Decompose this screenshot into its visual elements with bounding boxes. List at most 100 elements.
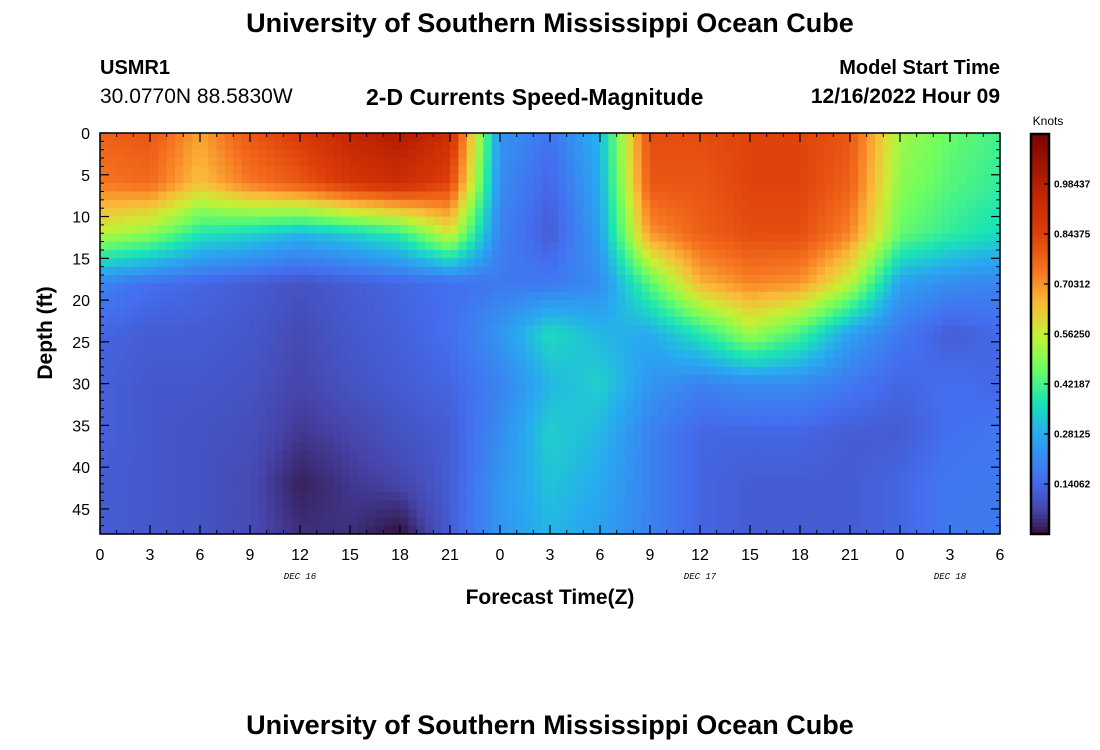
heat-cell bbox=[700, 417, 709, 426]
heat-cell bbox=[558, 417, 568, 426]
heat-cell bbox=[825, 275, 834, 284]
heat-cell bbox=[558, 191, 568, 201]
heat-cell bbox=[433, 417, 443, 426]
heat-cell bbox=[750, 483, 759, 493]
heat-cell bbox=[150, 183, 159, 193]
heat-cell bbox=[758, 133, 768, 142]
heat-cell bbox=[258, 425, 268, 435]
heat-cell bbox=[533, 400, 543, 410]
heat-cell bbox=[791, 283, 801, 293]
heat-cell bbox=[900, 508, 909, 518]
heat-cell bbox=[441, 408, 451, 418]
heat-cell bbox=[166, 241, 176, 251]
heat-cell bbox=[491, 383, 501, 393]
heat-cell bbox=[983, 333, 993, 343]
heat-cell bbox=[908, 350, 918, 360]
heat-cell bbox=[241, 216, 251, 226]
heat-cell bbox=[366, 333, 376, 343]
heat-cell bbox=[258, 408, 268, 418]
heat-cell bbox=[458, 249, 468, 259]
heat-cell bbox=[983, 158, 993, 168]
heat-cell bbox=[633, 316, 643, 326]
heat-cell bbox=[208, 366, 218, 376]
heat-cell bbox=[500, 341, 509, 351]
heat-cell bbox=[916, 158, 926, 168]
heat-cell bbox=[958, 300, 968, 310]
heat-cell bbox=[625, 417, 634, 426]
heat-cell bbox=[416, 442, 426, 452]
heat-cell bbox=[983, 141, 993, 151]
heat-cell bbox=[733, 233, 743, 243]
heat-cell bbox=[216, 308, 226, 318]
heat-cell bbox=[716, 341, 726, 351]
heat-cell bbox=[741, 133, 751, 142]
heat-cell bbox=[975, 199, 984, 209]
heat-cell bbox=[808, 133, 818, 142]
heat-cell bbox=[275, 316, 284, 326]
heat-cell bbox=[283, 467, 293, 477]
heat-cell bbox=[350, 492, 359, 502]
heat-cell bbox=[766, 467, 776, 477]
heat-cell bbox=[725, 475, 734, 485]
heat-cell bbox=[241, 408, 251, 418]
heat-cell bbox=[141, 283, 151, 293]
heat-cell bbox=[841, 166, 851, 176]
heat-cell bbox=[641, 133, 651, 142]
heat-cell bbox=[308, 224, 318, 234]
heat-cell bbox=[816, 249, 826, 259]
heat-cell bbox=[933, 475, 943, 485]
heat-cell bbox=[650, 275, 659, 284]
heat-cell bbox=[850, 149, 859, 159]
heat-cell bbox=[600, 149, 609, 159]
heat-cell bbox=[800, 249, 809, 259]
heat-cell bbox=[975, 383, 984, 393]
heat-cell bbox=[825, 442, 834, 452]
heat-cell bbox=[641, 375, 651, 385]
heat-cell bbox=[216, 341, 226, 351]
heat-cell bbox=[758, 467, 768, 477]
heat-cell bbox=[158, 158, 168, 168]
heat-cell bbox=[808, 483, 818, 493]
heat-cell bbox=[291, 208, 301, 218]
heat-cell bbox=[616, 158, 626, 168]
heat-cell bbox=[725, 341, 734, 351]
heat-cell bbox=[891, 308, 901, 318]
heat-cell bbox=[691, 275, 701, 284]
heat-cell bbox=[950, 458, 959, 468]
heat-cell bbox=[183, 174, 193, 184]
heat-cell bbox=[808, 450, 818, 460]
heat-cell bbox=[366, 141, 376, 151]
heat-cell bbox=[916, 508, 926, 518]
heat-cell bbox=[216, 475, 226, 485]
heat-cell bbox=[225, 475, 234, 485]
heat-cell bbox=[291, 216, 301, 226]
heat-cell bbox=[825, 358, 834, 368]
heat-cell bbox=[516, 450, 526, 460]
heat-cell bbox=[450, 508, 459, 518]
heat-cell bbox=[391, 425, 401, 435]
heat-cell bbox=[258, 308, 268, 318]
heat-cell bbox=[933, 133, 943, 142]
heat-cell bbox=[658, 467, 668, 477]
heat-cell bbox=[116, 166, 126, 176]
heat-cell bbox=[350, 216, 359, 226]
heat-cell bbox=[491, 275, 501, 284]
heat-cell bbox=[775, 275, 784, 284]
heat-cell bbox=[566, 258, 576, 268]
heat-cell bbox=[566, 425, 576, 435]
heat-cell bbox=[291, 149, 301, 159]
heat-cell bbox=[800, 341, 809, 351]
heat-cell bbox=[133, 425, 143, 435]
heat-cell bbox=[158, 492, 168, 502]
heat-cell bbox=[608, 417, 618, 426]
heat-cell bbox=[841, 391, 851, 401]
heat-cell bbox=[616, 283, 626, 293]
heat-cell bbox=[641, 316, 651, 326]
heat-cell bbox=[300, 208, 309, 218]
heat-cell bbox=[266, 333, 276, 343]
heat-cell bbox=[350, 500, 359, 510]
heat-cell bbox=[483, 450, 493, 460]
heat-cell bbox=[591, 266, 601, 276]
heat-cell bbox=[175, 300, 184, 310]
heat-cell bbox=[316, 149, 326, 159]
